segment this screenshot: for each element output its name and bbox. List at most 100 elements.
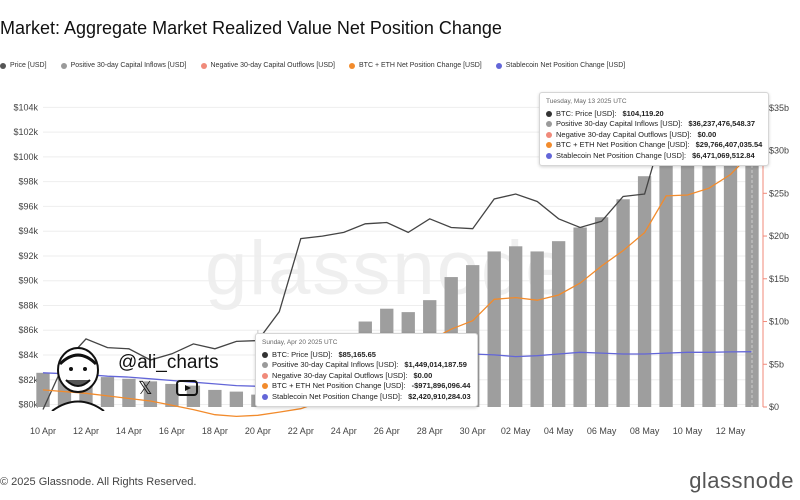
y-right-tick-label: $10b [769,317,789,327]
tooltip-row: Stablecoin Net Position Change [USD] $6,4… [546,151,762,162]
legend-item[interactable]: Negative 30-day Capital Outflows [USD] [200,62,336,69]
y-left-tick-label: $88k [18,300,38,310]
legend-dot-icon [349,62,355,69]
inflow-bar [487,251,501,407]
inflow-bar [530,251,544,407]
x-tick-label: 28 Apr [417,426,443,436]
x-tick-label: 24 Apr [331,426,357,436]
inflow-bar [616,199,630,407]
series-line [42,105,753,410]
tooltip-dot-icon [546,110,552,117]
legend-item[interactable]: BTC + ETH Net Position Change [USD] [349,62,482,69]
tooltip-value: $0.00 [697,129,717,139]
tooltip-key: Negative 30-day Capital Outflows [USD] [272,371,408,382]
legend-item[interactable]: Stablecoin Net Position Change [USD] [495,62,626,69]
y-right-tick-label: $20b [769,231,789,241]
x-tick-label: 10 May [673,426,703,436]
tooltip-key: Positive 30-day Capital Inflows [USD] [272,360,398,371]
inflow-bar [165,383,179,407]
inflow-bar [573,227,587,407]
inflow-bar [551,241,566,407]
tooltip-dot-icon [262,351,268,358]
tooltip-dot-icon [546,142,552,149]
legend-label: Negative 30-day Capital Outflows [USD] [210,62,336,69]
tooltip-value: $85,165.65 [338,349,376,359]
x-tick-label: 18 Apr [202,426,228,436]
y-right-tick-label: $30b [769,146,789,156]
tooltip-key: Stablecoin Net Position Change [USD] [272,392,402,403]
legend-item[interactable]: Positive 30-day Capital Inflows [USD] [60,62,187,69]
inflow-bar [122,378,136,407]
y-right-tick-label: $35b [769,103,789,113]
tooltip-key: BTC: Price [USD] [272,350,332,361]
inflow-bar [659,150,673,407]
y-left-tick-label: $94k [18,226,38,236]
tooltip-dot-icon [546,121,552,128]
tooltip-value: $104,119.20 [622,108,664,118]
y-left-tick-label: $86k [18,325,38,335]
legend-item[interactable]: Price [USD] [0,62,47,69]
tooltip-row: BTC: Price [USD] $85,165.65 [262,350,471,361]
y-right-tick-label: $0 [769,402,779,412]
tooltip-dot-icon [262,383,268,390]
tooltip-key: Stablecoin Net Position Change [USD] [556,151,686,162]
legend-dot-icon [200,62,207,69]
inflow-bar [229,391,244,407]
tooltip-key: BTC + ETH Net Position Change [USD] [272,381,406,392]
tooltip-row: Negative 30-day Capital Outflows [USD] $0… [262,371,471,382]
tooltip-key: Negative 30-day Capital Outflows [USD] [556,130,692,141]
y-left-tick-label: $84k [18,350,38,360]
x-tick-label: 12 Apr [73,426,99,436]
x-icon[interactable]: 𝕏 [138,378,153,398]
x-tick-label: 04 May [544,426,574,436]
copyright: © 2025 Glassnode. All Rights Reserved. [0,476,197,488]
inflow-bar [100,377,115,407]
tooltip-row: Stablecoin Net Position Change [USD] $2,4… [262,392,471,403]
tooltip-date: Tuesday, May 13 2025 UTC [546,98,627,105]
tooltip-row: Positive 30-day Capital Inflows [USD] $36… [546,119,762,130]
x-tick-label: 16 Apr [159,426,185,436]
inflow-bar [723,112,738,408]
x-tick-label: 22 Apr [288,426,314,436]
author-badge [38,336,243,412]
tooltip-key: Positive 30-day Capital Inflows [USD] [556,119,682,130]
x-tick-label: 06 May [587,426,617,436]
inflow-bar [208,389,222,407]
x-tick-label: 26 Apr [374,426,400,436]
legend-dot-icon [60,62,67,69]
x-tick-label: 14 Apr [116,426,142,436]
tooltip-value: -$971,896,096.44 [411,381,471,390]
y-right-tick-label: $25b [769,188,789,198]
x-tick-label: 10 Apr [30,426,56,436]
tooltip-value: $29,766,407,035.54 [695,140,763,149]
inflow-bar [702,124,716,407]
x-tick-label: 08 May [630,426,660,436]
y-left-tick-label: $98k [18,177,38,187]
y-left-tick-label: $102k [13,127,38,137]
youtube-icon[interactable] [176,380,198,396]
brand-logo: glassnode [689,468,794,493]
tooltip-value: $6,471,069,512.84 [692,150,755,160]
y-right-tick-label: $15b [769,274,789,284]
y-left-tick-label: $96k [18,201,38,211]
tooltip-value: $0.00 [413,370,433,380]
author-handle: @ali_charts [118,352,219,373]
tooltip-dot-icon [262,372,268,379]
y-left-tick-label: $100k [13,152,38,162]
tooltip-row: BTC: Price [USD] $104,119.20 [546,109,762,120]
y-left-tick-label: $104k [13,102,38,112]
tooltip-key: BTC + ETH Net Position Change [USD] [556,140,690,151]
tooltip-row: BTC + ETH Net Position Change [USD] $29,7… [546,140,762,151]
x-tick-label: 02 May [501,426,531,436]
tooltip-dot-icon [262,362,268,369]
legend-label: Stablecoin Net Position Change [USD] [505,62,626,69]
inflow-bar [680,136,695,407]
y-left-tick-label: $92k [18,251,38,261]
tooltip-date: Sunday, Apr 20 2025 UTC [262,339,338,346]
tooltip-row: Negative 30-day Capital Outflows [USD] $0… [546,130,762,141]
tooltip-apr-20: Sunday, Apr 20 2025 UTC BTC: Price [USD]… [255,333,478,407]
tooltip-dot-icon [262,393,268,400]
tooltip-row: BTC + ETH Net Position Change [USD] -$971… [262,381,471,392]
tooltip-dot-icon [546,152,552,159]
